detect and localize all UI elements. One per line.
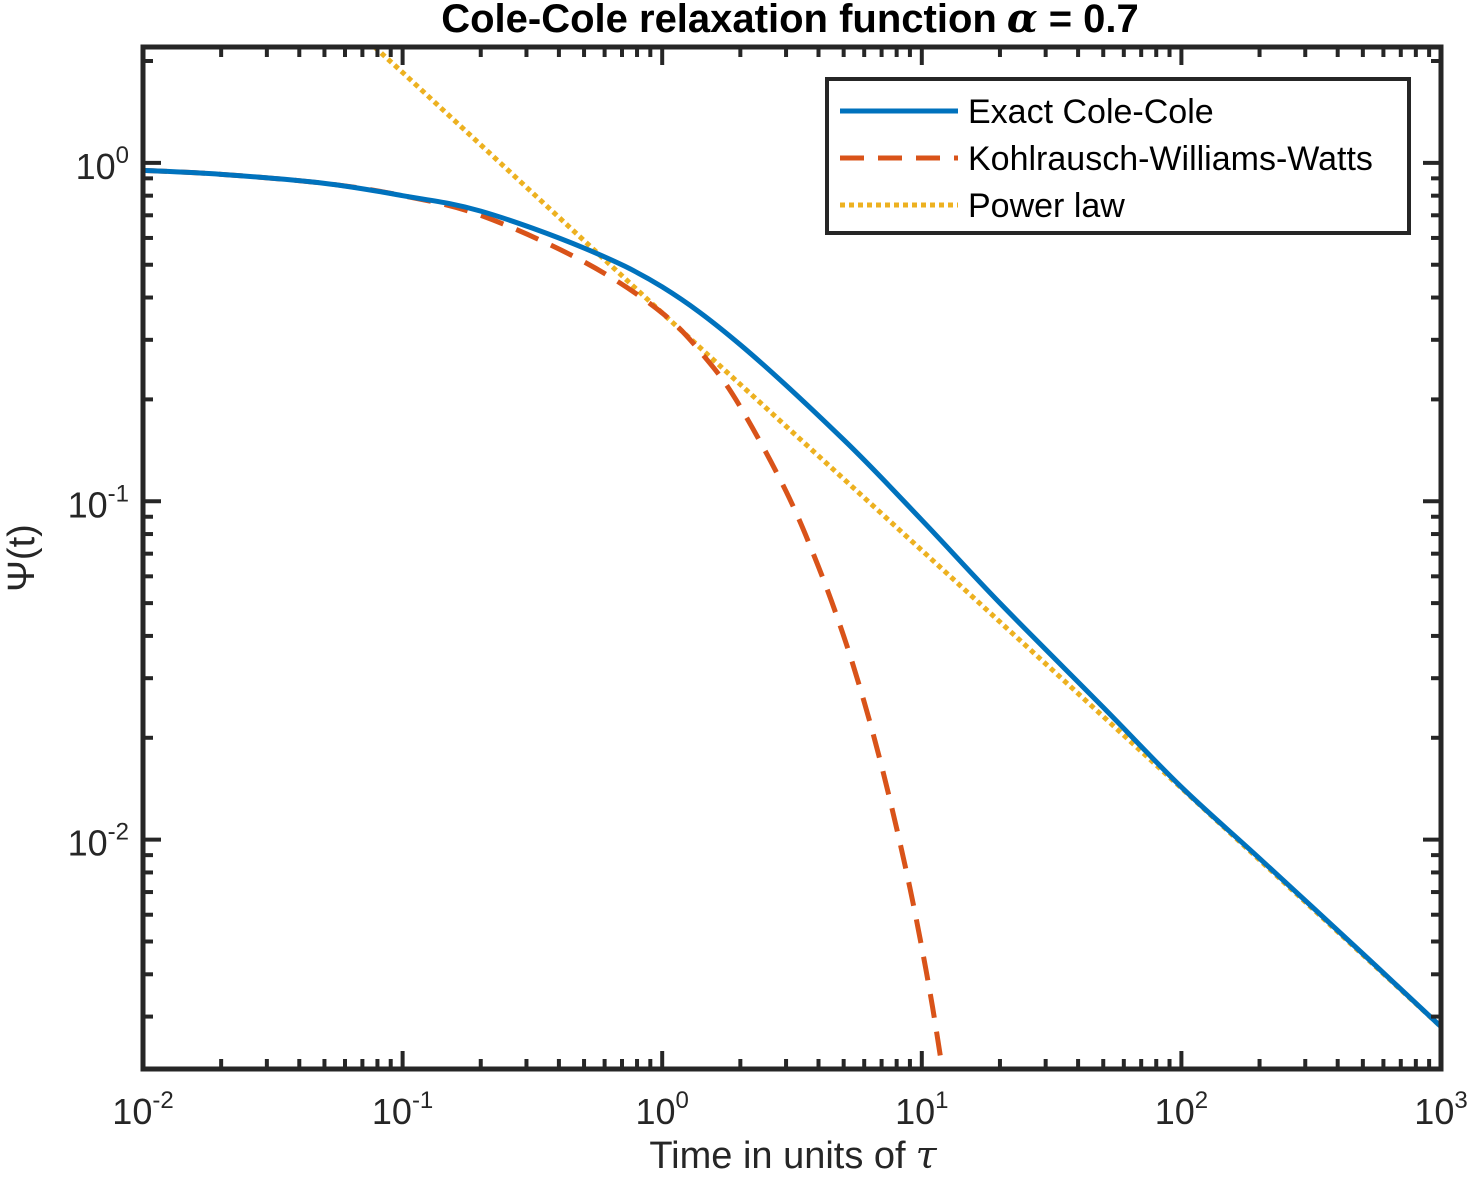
legend-items: Exact Cole-Cole Kohlrausch-Williams-Watts… — [840, 93, 1373, 225]
x-axis-label-symbol: τ — [916, 1133, 938, 1177]
chart-title: Cole-Cole relaxation function α = 0.7 — [441, 0, 1139, 42]
chart-title-symbol: α — [1007, 0, 1038, 42]
series-line-kohlrausch-williams-watts — [143, 167, 945, 1069]
y-tick-label: 10-1 — [68, 480, 129, 525]
y-tick-label: 10-2 — [68, 819, 129, 864]
legend-label: Power law — [968, 187, 1125, 225]
legend-label: Exact Cole-Cole — [968, 93, 1214, 131]
legend: Exact Cole-Cole Kohlrausch-Williams-Watts… — [825, 77, 1411, 235]
x-tick-label: 100 — [635, 1087, 688, 1132]
x-tick-label: 10-1 — [372, 1087, 433, 1132]
x-tick-label: 103 — [1414, 1087, 1467, 1132]
series-line-exact-cole-cole — [143, 167, 1441, 1030]
legend-label: Kohlrausch-Williams-Watts — [968, 140, 1373, 178]
plot-frame — [140, 44, 1444, 1072]
y-axis-label: Ψ(t) — [1, 524, 43, 592]
x-tick-label: 10-2 — [112, 1087, 173, 1132]
x-axis-label: Time in units of τ — [649, 1133, 937, 1177]
x-axis-label-text: Time in units of — [649, 1135, 906, 1177]
axis-tick-labels: 10-2 10-1 100 101 102 103 100 10-1 10-2 — [68, 142, 1468, 1132]
series-layer — [143, 47, 1441, 1069]
x-tick-label: 101 — [895, 1087, 948, 1132]
chart-title-text: Cole-Cole relaxation function — [441, 0, 997, 41]
y-tick-label: 100 — [76, 142, 129, 187]
chart-title-value: = 0.7 — [1038, 0, 1139, 41]
x-tick-label: 102 — [1155, 1087, 1208, 1132]
